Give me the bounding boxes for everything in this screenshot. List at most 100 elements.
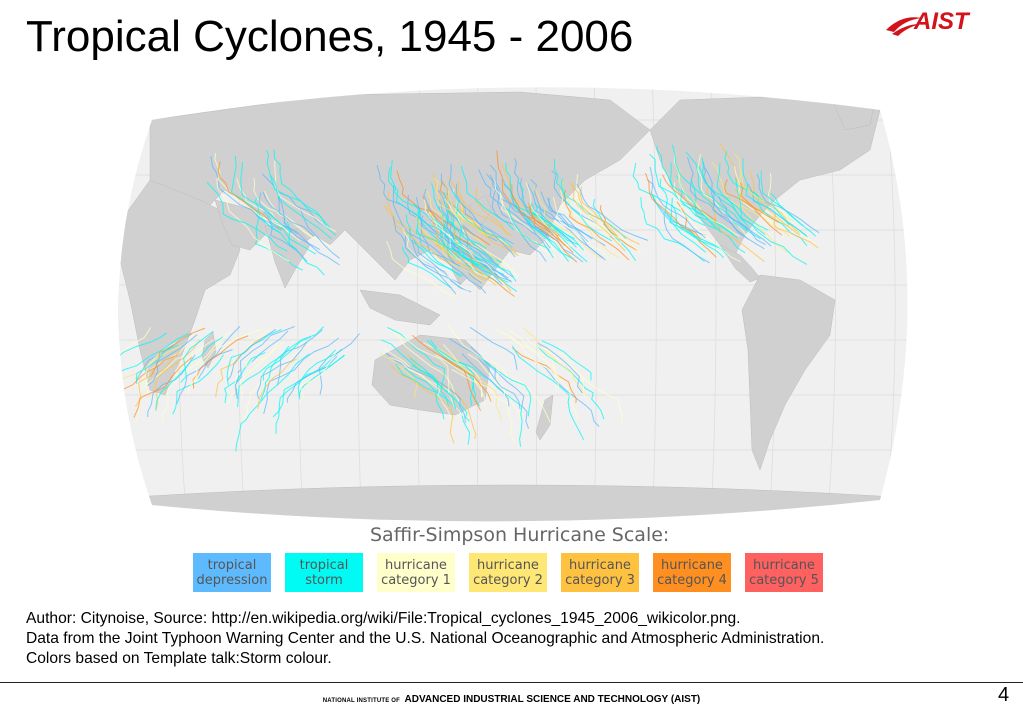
legend-label: hurricane category 5: [749, 557, 819, 588]
storm-track-west-pacific: [423, 199, 495, 274]
storm-track-west-pacific: [414, 214, 457, 260]
storm-track-west-pacific: [420, 215, 487, 294]
storm-track-east-pacific-central: [572, 181, 626, 252]
legend-hurricane-category-4: hurricane category 4: [653, 553, 731, 592]
storm-track-south-pacific: [537, 342, 583, 394]
storm-track-east-pacific-central: [522, 212, 574, 260]
storm-track-east-pacific-central: [560, 190, 611, 237]
storm-track-south-pacific: [469, 326, 518, 371]
storm-track-south-pacific: [458, 361, 523, 447]
storm-track-west-pacific: [453, 229, 512, 292]
storm-track-north-indian: [263, 211, 316, 255]
storm-track-south-indian: [286, 355, 338, 403]
storm-track-west-pacific: [426, 190, 488, 250]
storm-track-west-pacific: [447, 176, 509, 236]
legend-label: hurricane category 3: [565, 557, 635, 588]
storm-track-south-pacific: [511, 345, 585, 441]
storm-track-south-pacific: [507, 336, 579, 421]
storm-track-north-atlantic: [773, 213, 819, 249]
storm-track-south-pacific: [435, 354, 482, 398]
legend-hurricane-category-1: hurricane category 1: [377, 553, 455, 592]
storm-track-north-indian: [240, 161, 293, 233]
storm-track-east-pacific-central: [548, 197, 606, 261]
storm-track-west-pacific: [443, 181, 519, 257]
storm-track-south-indian: [118, 333, 189, 403]
storm-track-south-indian: [133, 356, 193, 418]
storm-track-south-pacific: [388, 328, 461, 403]
storm-track-south-indian: [180, 330, 214, 383]
storm-track-west-pacific: [475, 187, 513, 237]
storm-track-south-pacific: [395, 332, 450, 393]
aist-logo: AIST: [884, 6, 1012, 40]
storm-track-south-indian: [260, 326, 324, 401]
storm-track-north-indian: [253, 177, 314, 239]
storm-track-south-pacific: [539, 362, 600, 427]
storm-track-east-pacific-central: [573, 196, 622, 244]
storm-track-south-indian: [154, 339, 201, 412]
storm-track-north-indian: [258, 192, 298, 235]
storm-track-south-indian: [240, 341, 284, 399]
storm-track-west-pacific: [390, 159, 453, 233]
storm-track-north-indian: [266, 216, 308, 263]
storm-track-north-atlantic: [687, 156, 750, 241]
storm-track-south-pacific: [447, 324, 506, 396]
storm-track-north-indian: [210, 156, 282, 231]
legend-tropical-storm: tropical storm: [285, 553, 363, 592]
storm-track-north-indian: [254, 212, 304, 271]
storm-track-south-pacific: [429, 339, 475, 406]
storm-track-north-indian: [274, 160, 337, 232]
storm-track-north-atlantic: [646, 179, 706, 239]
storm-track-south-indian: [118, 327, 152, 387]
storm-track-south-pacific: [411, 334, 482, 411]
storm-track-north-atlantic: [724, 151, 790, 226]
storm-track-west-pacific: [439, 180, 491, 246]
caption-line-author: Author: Citynoise, Source: http://en.wik…: [26, 610, 741, 627]
storm-track-north-atlantic: [644, 172, 702, 241]
footer-prefix: NATIONAL INSTITUTE OF: [322, 698, 401, 704]
storm-track-east-pacific-central: [511, 184, 566, 246]
storm-track-north-indian: [262, 191, 315, 237]
storm-track-south-pacific: [426, 339, 481, 407]
storm-track-east-pacific-central: [576, 183, 648, 241]
storm-track-north-atlantic: [733, 166, 792, 235]
storm-track-south-pacific: [461, 353, 510, 407]
storm-track-north-atlantic: [663, 212, 710, 264]
storm-track-north-atlantic: [697, 154, 752, 243]
storm-track-south-pacific: [442, 357, 492, 402]
storm-track-south-indian: [318, 333, 360, 395]
legend-hurricane-category-3: hurricane category 3: [561, 553, 639, 592]
storm-track-south-indian: [147, 334, 198, 387]
storm-track-north-atlantic: [649, 166, 706, 236]
storm-track-north-indian: [265, 149, 337, 236]
storm-track-north-atlantic: [718, 196, 772, 247]
storm-track-east-pacific-central: [527, 183, 604, 259]
storm-track-south-pacific: [423, 342, 486, 407]
storm-track-north-atlantic: [760, 170, 804, 226]
storm-track-north-atlantic: [711, 161, 789, 254]
storm-track-east-pacific-central: [502, 179, 551, 253]
storm-track-south-indian: [173, 339, 214, 385]
footer: NATIONAL INSTITUTE OF ADVANCED INDUSTRIA…: [0, 689, 1023, 707]
storm-track-south-indian: [257, 358, 297, 410]
storm-track-north-atlantic: [651, 193, 707, 253]
storm-track-north-atlantic: [706, 184, 765, 263]
legend-label: hurricane category 1: [381, 557, 451, 588]
southeast-asia-islands: [359, 289, 441, 326]
page-number: 4: [998, 684, 1010, 706]
storm-track-south-pacific: [558, 351, 624, 423]
storm-track-south-indian: [227, 328, 277, 381]
storm-track-west-pacific: [392, 185, 461, 268]
legend-label: hurricane category 4: [657, 557, 727, 588]
legend-label: tropical storm: [299, 557, 349, 588]
storm-track-east-pacific-central: [540, 191, 589, 243]
storm-track-east-pacific-central: [501, 163, 561, 238]
storm-track-west-pacific: [451, 189, 513, 248]
south-america-landmass: [741, 274, 836, 471]
storm-track-north-atlantic: [649, 153, 721, 230]
storm-track-south-indian: [297, 349, 337, 400]
storm-track-north-atlantic: [724, 178, 780, 223]
storm-track-west-pacific: [415, 196, 470, 267]
storm-track-east-pacific-central: [579, 186, 619, 238]
storm-track-north-atlantic: [662, 174, 717, 222]
caption-line-data: Data from the Joint Typhoon Warning Cent…: [26, 630, 825, 647]
